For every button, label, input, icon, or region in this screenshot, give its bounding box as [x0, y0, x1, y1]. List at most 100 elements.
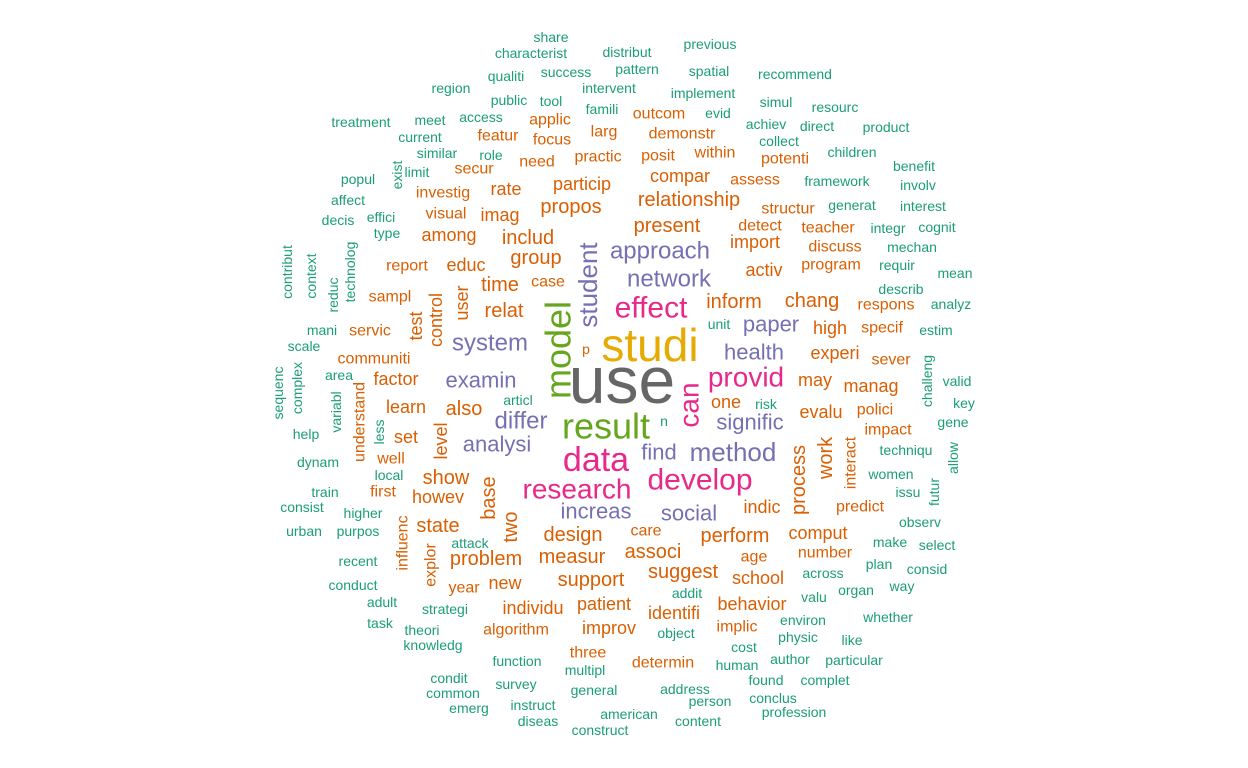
word-cloud-term: differ [495, 408, 548, 435]
word-cloud-term: one [711, 392, 741, 412]
word-cloud-term: collect [759, 133, 799, 149]
word-cloud-term: program [801, 257, 861, 274]
word-cloud-term: teacher [801, 220, 855, 237]
word-cloud-term: particip [553, 174, 611, 194]
word-cloud-term: recent [339, 553, 378, 569]
word-cloud-term: present [634, 215, 701, 237]
word-cloud-term: associ [625, 541, 682, 563]
word-cloud-term: understand [352, 382, 369, 462]
word-cloud-term: conclus [749, 690, 796, 706]
word-cloud-term: case [531, 274, 565, 291]
word-cloud-term: communiti [338, 351, 411, 368]
word-cloud-term: risk [755, 396, 778, 412]
word-cloud-term: mechan [887, 239, 937, 255]
word-cloud-term: approach [610, 238, 710, 265]
word-cloud-term: area [325, 367, 353, 383]
word-cloud-term: train [311, 484, 338, 500]
word-cloud-term: practic [574, 149, 621, 166]
word-cloud-term: found [748, 672, 783, 688]
word-cloud-term: imag [480, 205, 519, 225]
word-cloud-term: research [523, 474, 632, 505]
word-cloud-term: direct [800, 118, 834, 134]
word-cloud-term: well [376, 451, 405, 468]
word-cloud-term: observ [899, 514, 941, 530]
word-cloud-term: data [563, 441, 629, 479]
word-cloud-term: author [770, 651, 810, 667]
word-cloud-term: recommend [758, 66, 832, 82]
word-cloud-term: import [730, 232, 780, 252]
word-cloud-term: valid [943, 373, 972, 389]
word-cloud-term: relat [485, 300, 524, 322]
word-cloud-term: method [690, 437, 777, 467]
word-cloud-term: outcom [633, 106, 685, 123]
word-cloud-term: examin [446, 368, 517, 393]
word-cloud-term: identifi [648, 603, 700, 623]
word-cloud-term: network [627, 266, 712, 293]
word-cloud-term: increas [561, 499, 632, 524]
word-cloud-term: can [674, 382, 705, 427]
word-cloud-term: effect [615, 292, 688, 325]
word-cloud-term: test [406, 311, 426, 340]
word-cloud-term: n [660, 413, 668, 429]
word-cloud-term: address [660, 681, 710, 697]
word-cloud-term: set [394, 427, 418, 447]
word-cloud-term: describ [878, 281, 923, 297]
word-cloud-term: success [541, 64, 592, 80]
word-cloud-term: plan [866, 556, 892, 572]
word-cloud-term: visual [426, 206, 467, 223]
word-cloud-term: adult [367, 594, 397, 610]
word-cloud-term: tool [540, 93, 563, 109]
word-cloud-term: new [488, 573, 522, 593]
word-cloud-term: inform [706, 291, 762, 313]
word-cloud-term: predict [836, 499, 885, 516]
word-cloud-term: implic [717, 619, 758, 636]
word-cloud-term: addit [672, 585, 702, 601]
word-cloud-term: survey [495, 676, 536, 692]
word-cloud-term: algorithm [483, 622, 549, 639]
word-cloud-term: select [919, 537, 956, 553]
word-cloud-term: achiev [746, 116, 786, 132]
word-cloud-term: applic [529, 112, 571, 129]
word-cloud-term: behavior [717, 594, 786, 614]
word-cloud-term: among [421, 225, 476, 245]
word-cloud-term: gene [937, 414, 968, 430]
word-cloud-term: process [788, 445, 810, 515]
word-cloud-term: context [303, 253, 319, 298]
word-cloud-term: object [657, 625, 694, 641]
word-cloud-term: emerg [449, 700, 489, 716]
word-cloud-term: influenc [395, 515, 412, 570]
word-cloud-term: improv [582, 618, 636, 638]
word-cloud-term: perform [701, 525, 770, 547]
word-cloud-term: mean [937, 265, 972, 281]
word-cloud-term: first [370, 484, 396, 501]
word-cloud-term: framework [804, 173, 870, 189]
word-cloud-term: analyz [931, 296, 971, 312]
word-cloud-term: two [500, 511, 522, 542]
word-cloud-term: focus [533, 132, 571, 149]
word-cloud-term: sequenc [270, 367, 286, 420]
word-cloud-term: polici [857, 402, 893, 419]
word-cloud-term: issu [896, 484, 921, 500]
word-cloud-term: user [452, 285, 472, 320]
word-cloud-term: scale [288, 338, 321, 354]
word-cloud-term: human [716, 657, 759, 673]
word-cloud-term: number [798, 545, 853, 562]
word-cloud-term: determin [632, 655, 694, 672]
word-cloud-term: investig [416, 185, 470, 202]
word-cloud-term: evalu [799, 402, 842, 422]
word-cloud-term: suggest [648, 561, 718, 583]
word-cloud-term: contribut [279, 245, 295, 299]
word-cloud-term: affect [331, 192, 365, 208]
word-cloud-term: profession [762, 704, 827, 720]
word-cloud-term: complex [289, 362, 305, 414]
word-cloud-term: show [423, 467, 470, 489]
word-cloud-term: demonstr [649, 126, 716, 143]
word-cloud-term: decis [322, 212, 355, 228]
word-cloud-term: challeng [919, 355, 935, 407]
word-cloud-term: generat [828, 197, 876, 213]
word-cloud-term: provid [708, 362, 784, 393]
word-cloud-term: theori [404, 622, 439, 638]
word-cloud-term: integr [870, 220, 905, 236]
word-cloud-term: design [544, 524, 603, 546]
